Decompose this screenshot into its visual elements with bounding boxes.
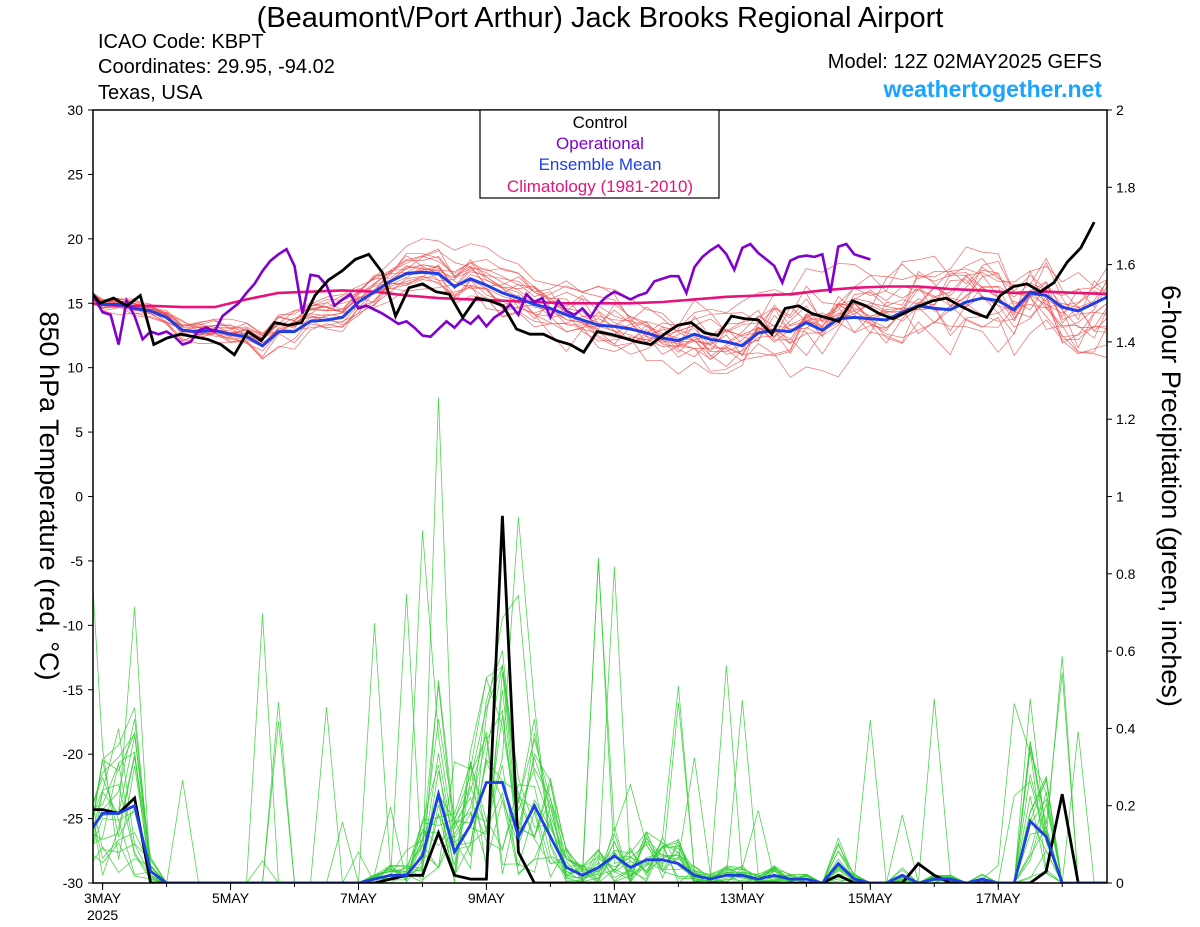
precipitation-member-line [93, 594, 1107, 883]
y-right-tick-label: 1.2 [1116, 411, 1136, 427]
y-right-tick-label: 0.2 [1116, 798, 1136, 814]
x-tick-label: 17MAY [976, 890, 1022, 906]
precipitation-member-line [93, 721, 1107, 883]
precipitation-member-line [93, 530, 1107, 883]
chart-title: (Beaumont\/Port Arthur) Jack Brooks Regi… [256, 2, 944, 34]
y-right-tick-label: 1.6 [1116, 257, 1136, 273]
legend-ensemble-mean: Ensemble Mean [539, 155, 662, 174]
temperature-member-line [93, 246, 1107, 375]
precipitation-member-line [93, 516, 1107, 883]
legend-operational: Operational [556, 134, 644, 153]
x-tick-label: 15MAY [848, 890, 894, 906]
y-left-tick-label: 15 [67, 295, 83, 311]
y-left-tick-label: 10 [67, 360, 83, 376]
legend-control: Control [573, 113, 628, 132]
region: Texas, USA [98, 82, 203, 104]
x-tick-label: 7MAY [340, 890, 378, 906]
y-right-tick-label: 1 [1116, 489, 1124, 505]
y-left-tick-label: 0 [75, 489, 83, 505]
y-left-tick-label: 25 [67, 166, 83, 182]
ensemble-members [93, 238, 1107, 883]
y-right-tick-label: 0.6 [1116, 643, 1136, 659]
precipitation-member-line [93, 650, 1107, 883]
chart-axes: -30-25-20-15-10-505101520253000.20.40.60… [63, 102, 1136, 923]
precipitation-member-line [93, 672, 1107, 883]
temperature-member-line [93, 264, 1107, 360]
y-left-tick-label: 30 [67, 102, 83, 118]
temperature-member-line [93, 238, 1107, 348]
y-left-tick-label: -10 [63, 617, 83, 633]
precipitation-member-line [93, 709, 1107, 883]
x-tick-label: 13MAY [720, 890, 766, 906]
temperature-member-line [93, 252, 1107, 360]
y-right-tick-label: 0 [1116, 875, 1124, 891]
temperature-member-line [93, 250, 1107, 378]
y-right-tick-label: 2 [1116, 102, 1124, 118]
brand-link[interactable]: weathertogether.net [883, 76, 1102, 102]
ensemble-mean-temperature-line [93, 270, 1107, 348]
plot-frame [92, 109, 1108, 884]
y-left-tick-label: -20 [63, 746, 83, 762]
y-left-tick-label: 5 [75, 424, 83, 440]
precipitation-member-line [93, 680, 1107, 883]
icao-code: ICAO Code: KBPT [98, 31, 264, 53]
y-axis-right-title: 6-hour Precipitation (green, inches) [1156, 285, 1186, 707]
legend-box [479, 109, 720, 199]
precipitation-member-line [93, 622, 1107, 883]
temperature-member-line [93, 264, 1107, 358]
y-right-tick-label: 0.4 [1116, 720, 1136, 736]
precipitation-member-line [93, 606, 1107, 883]
legend: Control Operational Ensemble Mean Climat… [479, 109, 720, 199]
temperature-member-line [93, 255, 1107, 367]
y-right-tick-label: 1.8 [1116, 179, 1136, 195]
y-left-tick-label: -25 [63, 811, 83, 827]
precipitation-member-line [93, 581, 1107, 883]
temperature-member-line [93, 279, 1107, 348]
x-tick-label: 3MAY [84, 890, 122, 906]
operational-temperature-line [93, 242, 871, 346]
model-run: Model: 12Z 02MAY2025 GEFS [827, 51, 1102, 73]
x-tick-label: 11MAY [592, 890, 636, 906]
precipitation-member-line [93, 672, 1107, 883]
y-right-tick-label: 0.8 [1116, 566, 1136, 582]
y-left-tick-label: -15 [63, 682, 83, 698]
precipitation-member-line [93, 676, 1107, 883]
ensemble-mean-precipitation-line [93, 781, 1107, 883]
y-right-tick-label: 1.4 [1116, 334, 1136, 350]
temperature-member-line [93, 259, 1107, 345]
x-tick-label: 5MAY [212, 890, 250, 906]
chart-series [93, 221, 1107, 883]
coordinates: Coordinates: 29.95, -94.02 [98, 56, 335, 78]
y-axis-left-title: 850 hPa Temperature (red, °C) [34, 312, 64, 681]
x-tick-label: 9MAY [468, 890, 506, 906]
legend-climatology: Climatology (1981-2010) [507, 177, 693, 196]
y-left-tick-label: 20 [67, 231, 83, 247]
control-precipitation-line [93, 515, 1107, 883]
y-left-tick-label: -5 [71, 553, 84, 569]
climatology-line [93, 285, 1107, 309]
precipitation-member-line [93, 754, 1107, 883]
y-left-tick-label: -30 [63, 875, 83, 891]
control-temperature-line [93, 221, 1096, 357]
precipitation-member-line [93, 761, 1107, 883]
x-year-label: 2025 [87, 907, 118, 923]
